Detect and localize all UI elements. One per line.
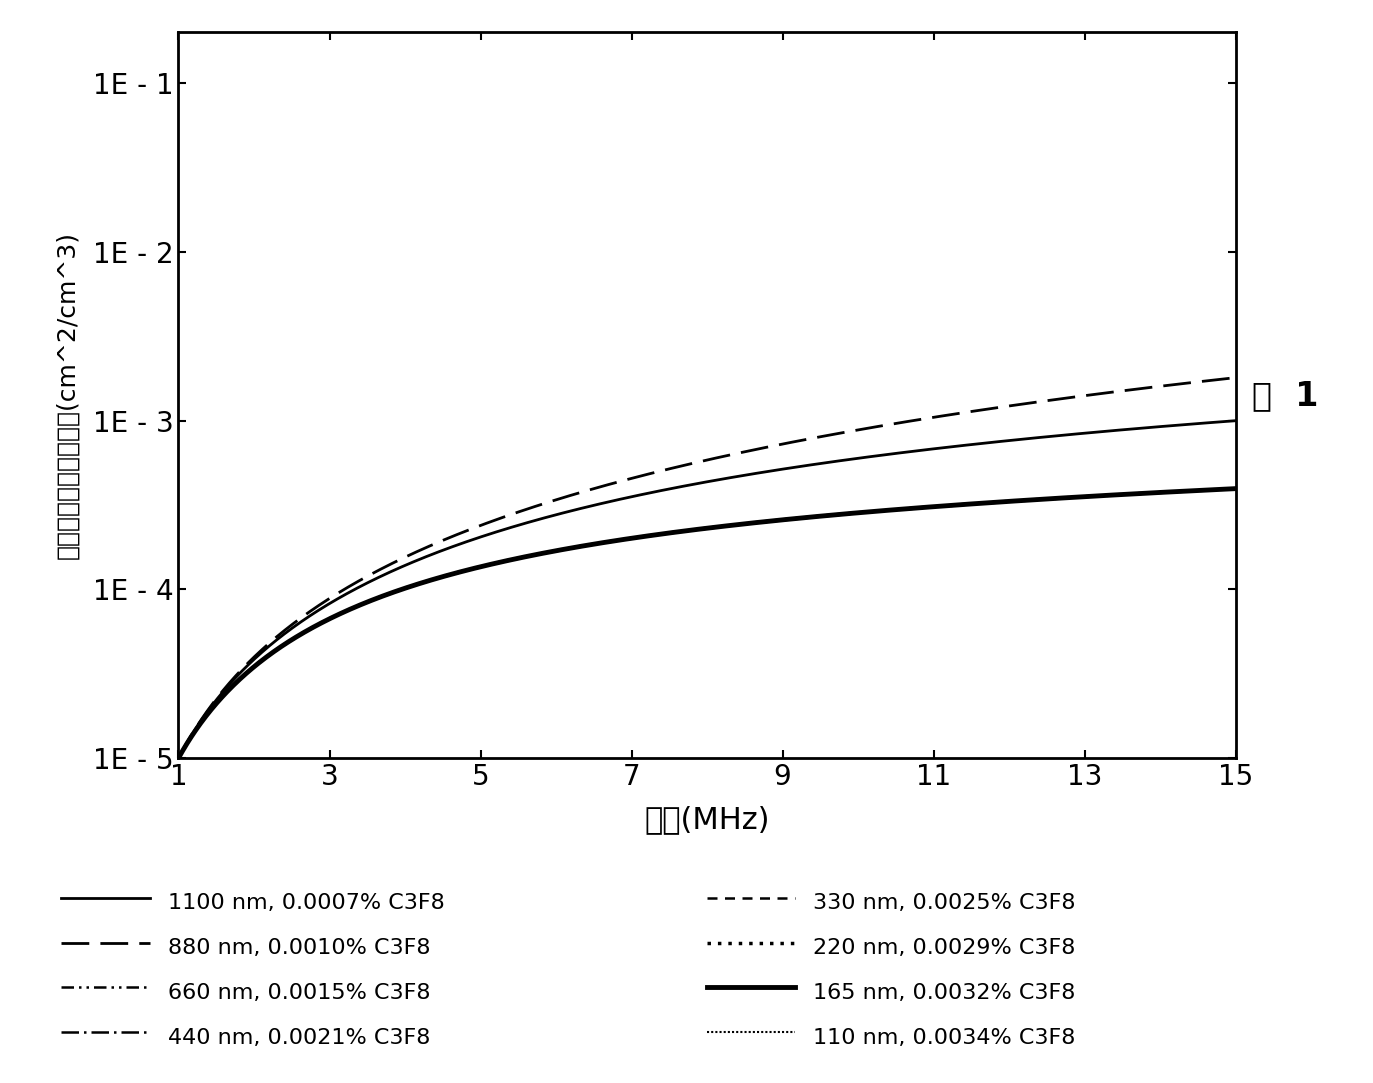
X-axis label: 频率(MHz): 频率(MHz) (644, 805, 770, 834)
Y-axis label: 每单位体积总散射截面(cm^2/cm^3): 每单位体积总散射截面(cm^2/cm^3) (55, 232, 80, 559)
Legend: 1100 nm, 0.0007% C3F8, 880 nm, 0.0010% C3F8, 660 nm, 0.0015% C3F8, 440 nm, 0.002: 1100 nm, 0.0007% C3F8, 880 nm, 0.0010% C… (52, 877, 453, 1061)
Text: 图  1: 图 1 (1252, 379, 1318, 412)
Legend: 330 nm, 0.0025% C3F8, 220 nm, 0.0029% C3F8, 165 nm, 0.0032% C3F8, 110 nm, 0.0034: 330 nm, 0.0025% C3F8, 220 nm, 0.0029% C3… (697, 877, 1085, 1061)
